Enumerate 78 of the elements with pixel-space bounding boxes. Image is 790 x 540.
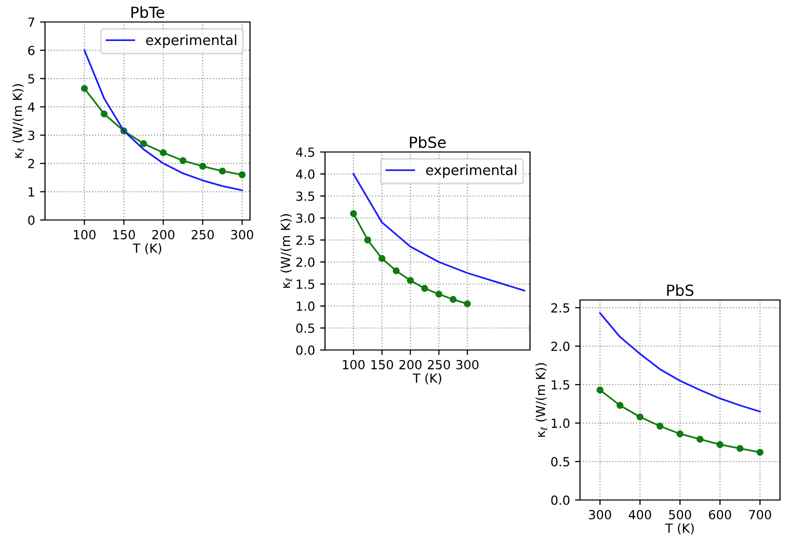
- chart-title: PbS: [667, 284, 694, 296]
- legend-label: experimental: [146, 34, 236, 48]
- y-tick-label: 3.0: [296, 213, 314, 223]
- point: [596, 386, 604, 394]
- point: [696, 436, 704, 443]
- x-axis-title: T (K): [665, 523, 694, 534]
- x-tick-label: 300: [589, 510, 612, 520]
- x-tick-label: 600: [708, 510, 732, 520]
- point: [140, 140, 148, 148]
- y-tick-label: 2.0: [296, 257, 314, 267]
- y-tick-label: 2.5: [296, 235, 314, 245]
- point: [756, 448, 764, 456]
- point: [199, 162, 206, 170]
- y-tick-label: 2.0: [551, 342, 570, 352]
- x-tick-label: 150: [371, 360, 394, 370]
- x-tick-label: 200: [152, 230, 174, 240]
- y-tick-label: 1.5: [552, 380, 570, 390]
- point: [716, 441, 724, 448]
- point: [464, 300, 471, 308]
- x-tick-label: 300: [456, 360, 478, 370]
- chart-title: PbSe: [410, 136, 446, 148]
- point: [218, 168, 226, 175]
- point: [80, 85, 88, 92]
- x-tick-label: 250: [192, 230, 214, 240]
- point: [180, 157, 186, 164]
- point: [100, 110, 108, 118]
- chart-title: PbTe: [131, 6, 164, 18]
- point: [160, 149, 167, 156]
- y-tick-label: 6: [28, 46, 34, 56]
- y-tick-label: 0.0: [296, 345, 314, 355]
- y-tick-label: 0.0: [551, 495, 570, 505]
- point: [238, 171, 246, 178]
- line-series: [599, 312, 761, 412]
- point: [676, 430, 684, 438]
- x-tick-label: 150: [113, 230, 135, 240]
- point: [616, 402, 624, 409]
- y-tick-label: 0.5: [296, 323, 314, 333]
- point: [364, 236, 372, 244]
- y-axis-title: κ$_{ℓ}$ (W/(m K)): [536, 363, 548, 437]
- point: [406, 277, 414, 284]
- y-tick-label: 0.5: [551, 457, 570, 466]
- x-tick-label: 400: [628, 510, 652, 520]
- y-tick-label: 7: [28, 18, 34, 27]
- point: [392, 267, 400, 274]
- y-tick-label: 1.5: [296, 280, 314, 289]
- point: [350, 210, 357, 218]
- y-tick-label: 3.5: [296, 191, 314, 201]
- point: [636, 413, 644, 420]
- y-axis-title: κ$_{ℓ}$ (W/(m K)): [12, 84, 24, 158]
- legend-label: experimental: [426, 164, 516, 178]
- x-tick-label: 100: [74, 230, 96, 240]
- point: [736, 444, 744, 452]
- point: [450, 296, 457, 303]
- y-axis-title: κ$_{ℓ}$ (W/(m K)): [280, 214, 292, 288]
- x-axis-title: T (K): [412, 373, 442, 384]
- y-tick-label: 4.0: [296, 169, 314, 179]
- y-tick-label: 1.0: [296, 301, 314, 311]
- x-tick-label: 700: [749, 510, 772, 520]
- point: [435, 290, 442, 298]
- y-tick-label: 0: [28, 215, 34, 225]
- y-tick-label: 1: [28, 187, 34, 196]
- y-tick-label: 4: [28, 102, 35, 112]
- y-tick-label: 4.5: [296, 148, 314, 157]
- x-tick-label: 100: [342, 360, 365, 370]
- x-axis-title: T (K): [132, 243, 162, 254]
- point: [656, 422, 664, 430]
- y-tick-label: 1.0: [552, 418, 570, 428]
- y-tick-label: 5: [28, 74, 34, 84]
- point: [421, 284, 428, 292]
- line-series: [84, 49, 243, 192]
- y-tick-label: 2: [28, 158, 34, 168]
- y-tick-label: 3: [28, 130, 34, 140]
- y-tick-label: 2.5: [551, 303, 570, 313]
- x-tick-label: 200: [399, 360, 422, 370]
- point: [378, 255, 386, 262]
- x-tick-label: 250: [428, 360, 450, 370]
- x-tick-label: 500: [669, 510, 692, 520]
- x-tick-label: 300: [231, 230, 254, 240]
